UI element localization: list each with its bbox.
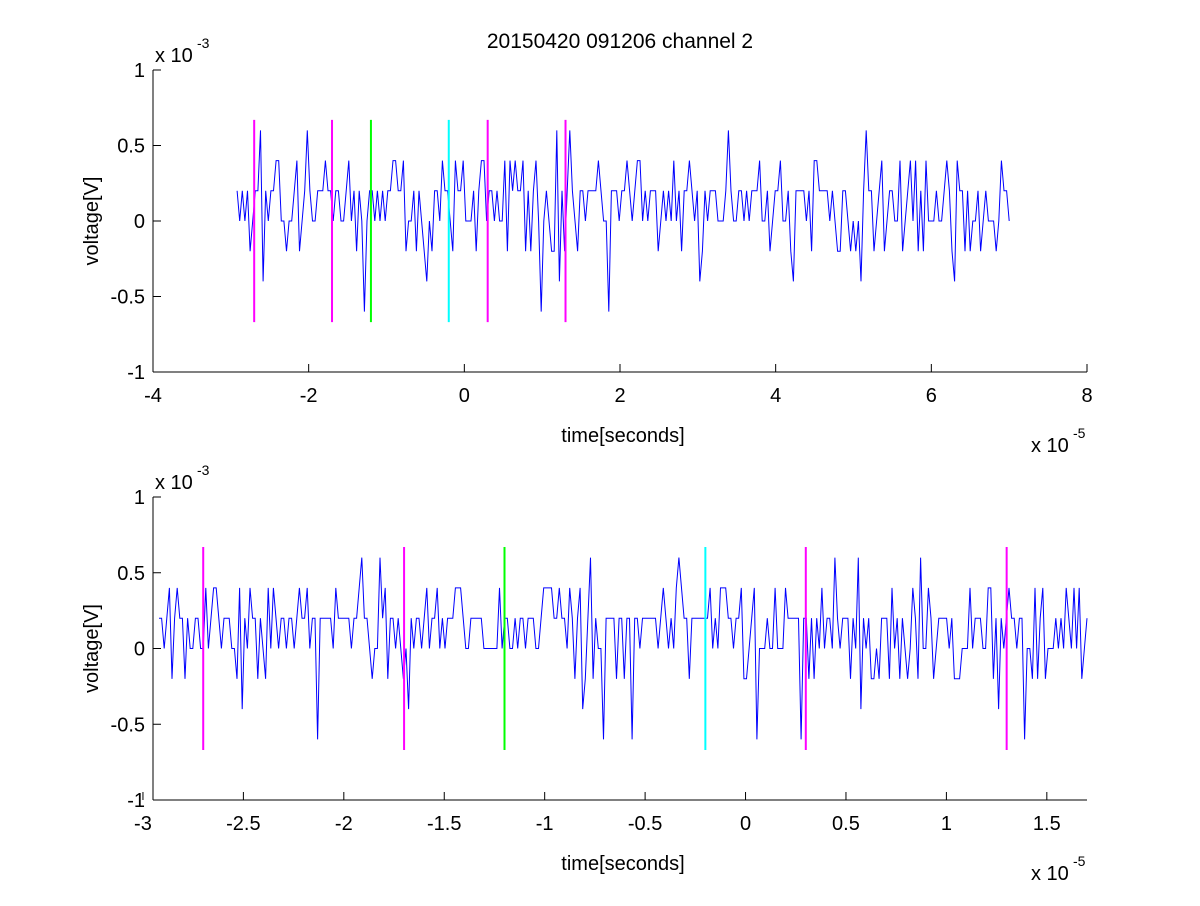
x-exponent-superscript: -5 [1073, 425, 1086, 441]
x-tick-label: -1.5 [427, 813, 461, 835]
x-axis-label: time[seconds] [561, 425, 684, 447]
x-tick-label: 1.5 [1033, 813, 1061, 835]
x-tick-label: -4 [144, 385, 162, 407]
y-exponent-label: x 10 [155, 45, 193, 67]
x-tick-label: 0.5 [832, 813, 860, 835]
x-exponent-superscript: -5 [1073, 853, 1086, 869]
y-tick-label: 0.5 [117, 563, 145, 585]
series-trace-1 [159, 557, 1088, 740]
x-tick-label: 4 [770, 385, 781, 407]
y-exponent-superscript: -3 [197, 462, 210, 478]
y-axis-label: voltage[V] [81, 177, 103, 266]
series-trace-1 [236, 130, 1010, 312]
y-tick-label: -0.5 [111, 714, 145, 736]
y-exponent-label: x 10 [155, 472, 193, 494]
y-tick-label: 1 [134, 487, 145, 509]
x-tick-label: 0 [459, 385, 470, 407]
y-tick-label: 0 [134, 211, 145, 233]
x-exponent-label: x 10 [1031, 435, 1069, 457]
figure-title: 20150420 091206 channel 2 [487, 30, 753, 53]
plot-1: -4 -2 0 2 4 6 8 -1 -0.5 0 0.5 1 time[seconds] voltage… [81, 35, 1093, 457]
x-tick-label: -2 [335, 813, 353, 835]
x-tick-label: -1 [536, 813, 554, 835]
y-tick-label: -0.5 [111, 287, 145, 309]
x-tick-label: 8 [1081, 385, 1092, 407]
y-tick-label: 1 [134, 60, 145, 82]
x-tick-label: 2 [614, 385, 625, 407]
x-tick-label: -2.5 [226, 813, 260, 835]
x-tick-label: 6 [926, 385, 937, 407]
y-tick-label: 0.5 [117, 136, 145, 158]
x-tick-label: -2 [300, 385, 318, 407]
y-tick-label: 0 [134, 639, 145, 661]
x-tick-label: -0.5 [628, 813, 662, 835]
x-exponent-label: x 10 [1031, 863, 1069, 885]
y-tick-label: -1 [127, 362, 145, 384]
y-axis-label: voltage[V] [81, 604, 103, 693]
y-tick-label: -1 [127, 790, 145, 812]
y-exponent-superscript: -3 [197, 35, 210, 51]
plot-2: -3 -2.5 -2 -1.5 -1 -0.5 0 0.5 1 1.5 -1 -0.5 0 0.5 1 tim… [81, 462, 1088, 885]
x-tick-label: 0 [740, 813, 751, 835]
x-tick-label: -3 [134, 813, 152, 835]
x-axis-label: time[seconds] [561, 853, 684, 875]
x-tick-label: 1 [941, 813, 952, 835]
